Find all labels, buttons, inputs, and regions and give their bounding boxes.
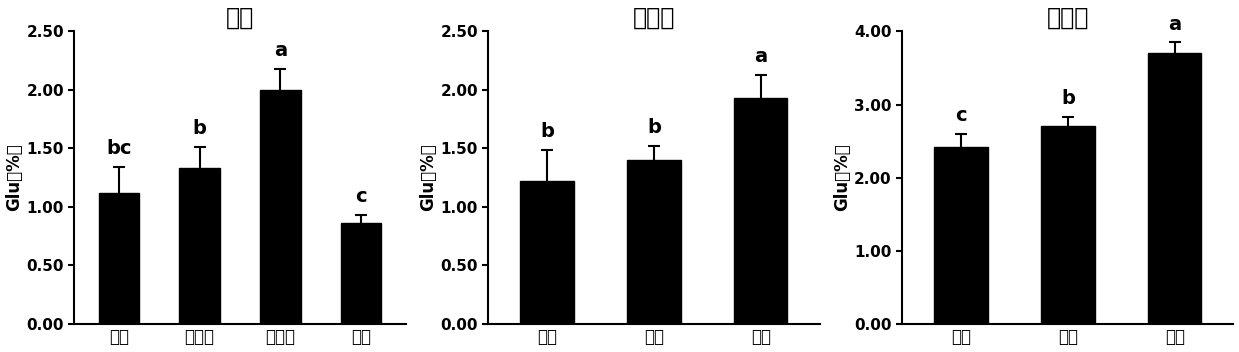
Text: b: b: [647, 118, 660, 137]
Y-axis label: Glu（%）: Glu（%）: [834, 144, 851, 212]
Bar: [260, 90, 301, 323]
Text: b: b: [1061, 89, 1074, 108]
Text: c: c: [356, 187, 367, 206]
Y-axis label: Glu（%）: Glu（%）: [5, 144, 24, 212]
Text: c: c: [955, 106, 966, 125]
Text: b: b: [540, 122, 554, 141]
Bar: [733, 98, 788, 323]
Bar: [934, 147, 987, 323]
Title: 倒三叶: 倒三叶: [1047, 6, 1089, 30]
Bar: [520, 181, 574, 323]
Bar: [1041, 126, 1094, 323]
Bar: [1149, 54, 1202, 323]
Title: 倒二叶: 倒二叶: [633, 6, 675, 30]
Bar: [180, 168, 219, 323]
Text: a: a: [1168, 15, 1181, 34]
Bar: [341, 223, 382, 323]
Text: b: b: [192, 119, 207, 138]
Bar: [99, 193, 139, 323]
Title: 幼苗: 幼苗: [225, 6, 254, 30]
Bar: [627, 160, 680, 323]
Text: a: a: [755, 47, 767, 66]
Text: bc: bc: [107, 139, 131, 158]
Y-axis label: Glu（%）: Glu（%）: [420, 144, 437, 212]
Text: a: a: [274, 41, 287, 60]
